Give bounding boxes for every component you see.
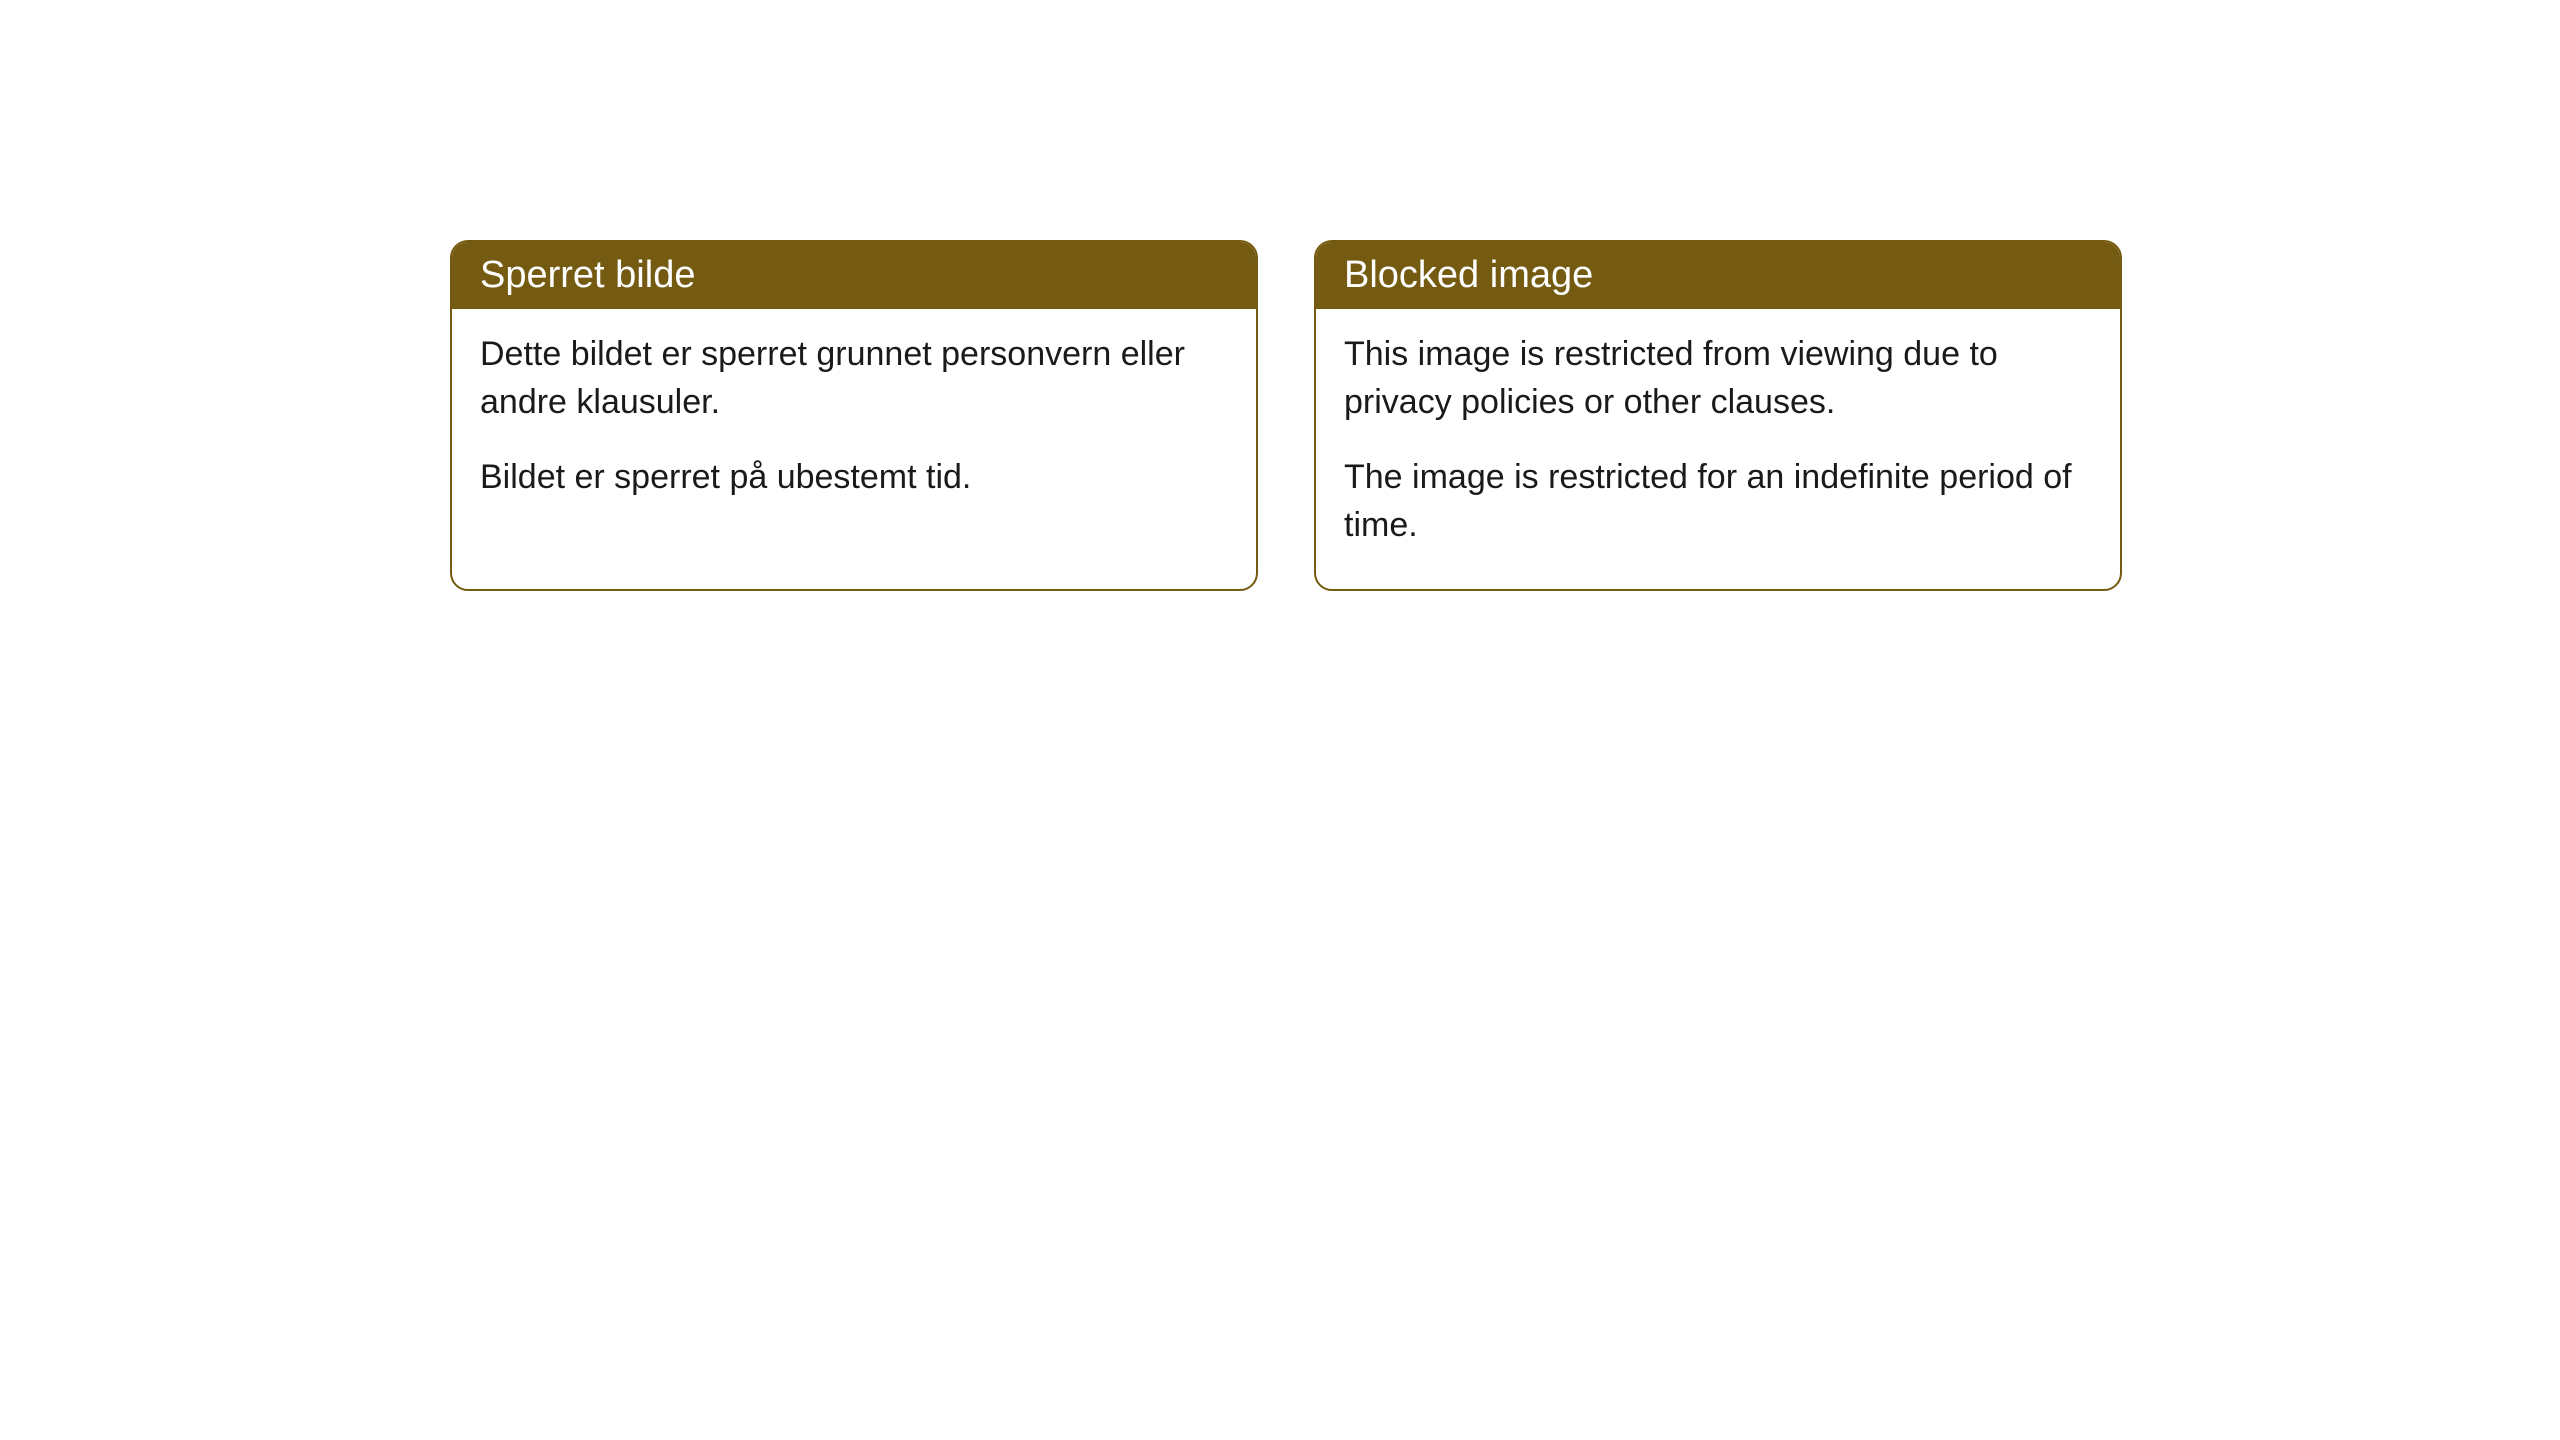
card-header: Sperret bilde	[452, 242, 1256, 309]
card-paragraph-1: Dette bildet er sperret grunnet personve…	[480, 331, 1228, 426]
card-paragraph-2: The image is restricted for an indefinit…	[1344, 454, 2092, 549]
blocked-image-card-english: Blocked image This image is restricted f…	[1314, 240, 2122, 591]
card-title: Blocked image	[1344, 254, 1593, 296]
card-paragraph-2: Bildet er sperret på ubestemt tid.	[480, 454, 1228, 502]
notice-cards-container: Sperret bilde Dette bildet er sperret gr…	[450, 240, 2122, 591]
card-title: Sperret bilde	[480, 254, 695, 296]
card-body: Dette bildet er sperret grunnet personve…	[452, 309, 1256, 542]
card-header: Blocked image	[1316, 242, 2120, 309]
blocked-image-card-norwegian: Sperret bilde Dette bildet er sperret gr…	[450, 240, 1258, 591]
card-paragraph-1: This image is restricted from viewing du…	[1344, 331, 2092, 426]
card-body: This image is restricted from viewing du…	[1316, 309, 2120, 589]
